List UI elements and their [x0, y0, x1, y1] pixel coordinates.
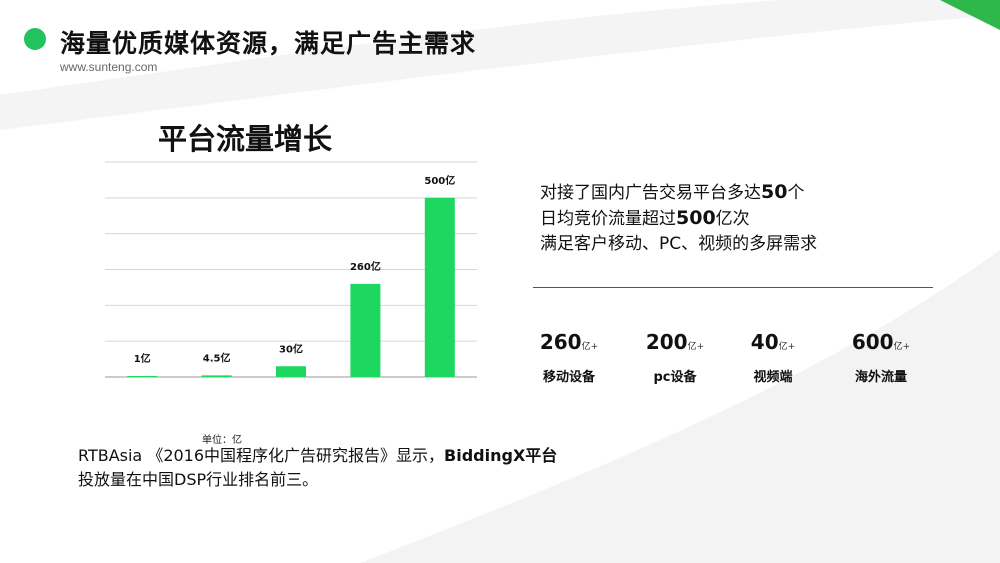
bar-data-label: 500亿 [424, 174, 455, 187]
stat-value: 600亿+ [851, 330, 911, 354]
bar [127, 376, 158, 377]
footnote-line-1: RTBAsia 《2016中国程序化广告研究报告》显示，BiddingX平台 [78, 446, 558, 465]
bar [276, 366, 306, 377]
source-footnote: RTBAsia 《2016中国程序化广告研究报告》显示，BiddingX平台 投… [78, 444, 557, 492]
bar-data-label: 4.5亿 [203, 351, 231, 364]
stat-value: 200亿+ [645, 330, 705, 354]
bar [350, 283, 381, 377]
stat-video: 40亿+ 视频端 [718, 330, 828, 385]
stat-label: 海外流量 [854, 370, 907, 385]
description-line-3: 满足客户移动、PC、视频的多屏需求 [540, 234, 818, 254]
bar [424, 197, 455, 377]
bar-data-label: 260亿 [350, 260, 381, 273]
chart-title: 平台流量增长 [158, 122, 333, 156]
corner-triangle [940, 0, 1000, 30]
stat-label: 移动设备 [542, 370, 595, 385]
bar [201, 375, 232, 377]
bar-data-label: 1亿 [134, 352, 151, 365]
stat-overseas: 600亿+ 海外流量 [826, 330, 936, 385]
chart-unit-note: 单位：亿 [202, 435, 242, 446]
description-block: 对接了国内广告交易平台多达50个 日均竞价流量超过500亿次 满足客户移动、PC… [540, 180, 817, 257]
stat-mobile: 260亿+ 移动设备 [514, 330, 624, 385]
footnote-line-2: 投放量在中国DSP行业排名前三。 [78, 470, 319, 489]
bar-chart: 1亿 4.5亿 30亿 260亿 500亿 [105, 161, 477, 378]
description-line-2: 日均竞价流量超过500亿次 [540, 207, 750, 229]
stat-value: 40亿+ [750, 330, 796, 354]
page-title: 海量优质媒体资源，满足广告主需求 [60, 29, 477, 58]
bar-data-label: 30亿 [279, 342, 303, 355]
site-url: www.sunteng.com [60, 60, 158, 74]
stat-value: 260亿+ [539, 330, 599, 354]
description-line-1: 对接了国内广告交易平台多达50个 [540, 181, 805, 203]
divider-line [533, 287, 933, 288]
title-bullet-dot [24, 28, 46, 50]
stat-label: 视频端 [753, 370, 793, 385]
stat-label: pc设备 [653, 370, 697, 385]
stat-pc: 200亿+ pc设备 [620, 330, 730, 385]
